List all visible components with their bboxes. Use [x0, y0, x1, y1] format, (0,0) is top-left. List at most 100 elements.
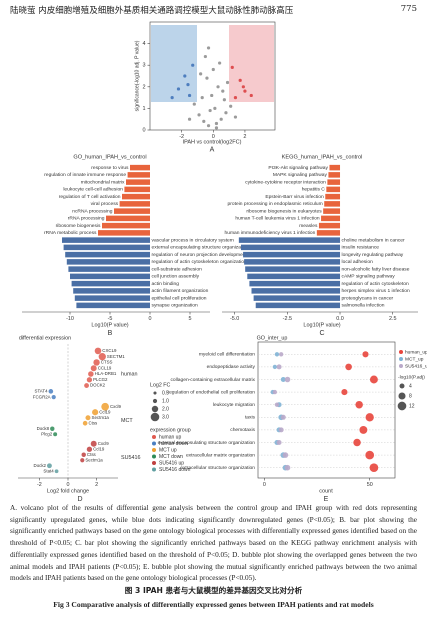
bar — [66, 259, 150, 265]
x-tick-label: -5.0 — [230, 316, 239, 322]
volcano-point — [238, 78, 242, 82]
gene-label: STAT4 — [35, 388, 49, 393]
x-tick-label: 0 — [67, 482, 70, 488]
gene-point — [48, 389, 54, 394]
category-label: collagen-containing extracellular matrix — [170, 377, 255, 383]
volcano-point — [199, 72, 203, 76]
bar — [244, 259, 341, 265]
legend-label: MCT up — [159, 447, 177, 453]
bar — [318, 222, 341, 229]
size-key — [152, 398, 158, 404]
bar — [124, 186, 150, 193]
gene-label: Sectm1a — [92, 415, 110, 420]
bar-label: PI3K-Akt signaling pathway — [268, 165, 328, 171]
gene-point — [101, 402, 110, 411]
gene-label: Ctss — [88, 420, 98, 425]
legend-swatch — [152, 435, 156, 439]
enrichment-point — [274, 352, 280, 357]
volcano-point — [192, 102, 196, 106]
gene-point — [90, 440, 97, 447]
gene-label: Ctss — [87, 452, 97, 457]
bar-label: Epstein-Barr virus infection — [265, 194, 324, 200]
bar — [74, 295, 150, 301]
bar — [327, 179, 341, 185]
x-tick-label: 0 — [263, 482, 266, 488]
panel-label: E — [324, 496, 329, 502]
enrichment-point — [362, 351, 369, 358]
legend-label: human_up — [405, 349, 427, 355]
bar-label: actin filament organization — [152, 288, 209, 294]
gene-label: CXCL9 — [102, 348, 117, 353]
bar-label: human T-cell leukemia virus 1 infection — [235, 216, 319, 222]
bar — [249, 280, 341, 287]
volcano-point — [210, 93, 214, 98]
up-region — [229, 25, 274, 102]
bar — [65, 251, 150, 258]
volcano-point — [214, 126, 219, 130]
gene-point — [94, 347, 102, 355]
category-label: leukocyte migration — [213, 402, 255, 408]
gene-label: FCGR2A — [33, 394, 51, 399]
legend-label: 2.0 — [162, 406, 169, 412]
gene-point — [92, 409, 99, 416]
bar — [71, 280, 150, 287]
y-tick-label: 3 — [142, 63, 145, 69]
bar-label: ncRNA processing — [72, 208, 113, 214]
bar — [329, 164, 341, 171]
bar-label: epithelial cell proliferation — [152, 295, 207, 301]
gene-label: Cxcl9 — [110, 404, 122, 409]
category-label: myeloid cell differentiation — [199, 352, 255, 358]
size-key — [397, 401, 407, 411]
figure-title-en: Fig 3 Comparative analysis of differenti… — [53, 600, 374, 609]
bar — [127, 172, 150, 178]
legend-label: 3.0 — [162, 414, 169, 420]
x-tick-label: 0 — [149, 316, 152, 322]
bar — [70, 273, 150, 280]
enrichment-point — [280, 377, 286, 382]
running-head: 陆晓萤 内皮细胞增殖及细胞外基质相关通路调控模型大鼠动脉性肺动脉高压 — [10, 6, 294, 16]
x-axis-label: IPAH vs control(log2FC) — [183, 139, 242, 145]
size-key — [151, 405, 159, 413]
y-tick-label: 4 — [142, 41, 145, 47]
enrichment-point — [274, 402, 280, 407]
bar-label: regulation of actin cytoskeleton — [342, 281, 409, 287]
bar-label: cell junction assembly — [152, 274, 200, 280]
figure-title-cn: 图 3 IPAH 患者与大鼠模型的差异基因交叉比对分析 — [124, 586, 303, 595]
legend-label: 0.5 — [162, 390, 169, 396]
enrichment-point — [276, 364, 282, 370]
bar-label: insulin resistance — [342, 245, 380, 251]
bar-label: cell-substrate adhesion — [152, 266, 203, 272]
volcano-point — [243, 89, 247, 93]
volcano-point — [221, 89, 225, 93]
bar-label: mitochondrial matrix — [81, 179, 125, 185]
bar — [245, 266, 341, 272]
x-tick-label: 2 — [243, 134, 246, 140]
volcano-point — [202, 119, 206, 123]
bar — [326, 186, 341, 193]
size-key — [399, 383, 405, 389]
legend-swatch — [399, 350, 403, 354]
legend-title: Log2 FC — [150, 382, 170, 388]
caption: A. volcano plot of the results of differ… — [10, 504, 417, 583]
volcano-point — [241, 85, 245, 89]
row-label: SU5416 — [121, 455, 140, 461]
category-label: endopeptidase activity — [207, 364, 256, 370]
bar — [63, 244, 150, 251]
gene-label: CCL19 — [98, 365, 112, 370]
volcano-point — [233, 96, 238, 100]
legend-title: expression group — [150, 427, 191, 433]
gene-point — [90, 365, 97, 372]
volcano-point — [191, 63, 195, 67]
gene-point — [84, 383, 90, 388]
volcano-point — [218, 61, 222, 65]
bar-label: longevity regulating pathway — [342, 252, 404, 258]
bar — [102, 222, 150, 229]
x-axis-label: Log10(P value) — [91, 322, 128, 328]
bar-label: ribosome biogenesis in eukaryotes — [246, 208, 322, 214]
bar-label: MAPK signaling pathway — [273, 172, 328, 178]
volcano-point — [222, 98, 226, 102]
legend-swatch — [152, 448, 156, 452]
bar-label: measles — [299, 223, 318, 229]
